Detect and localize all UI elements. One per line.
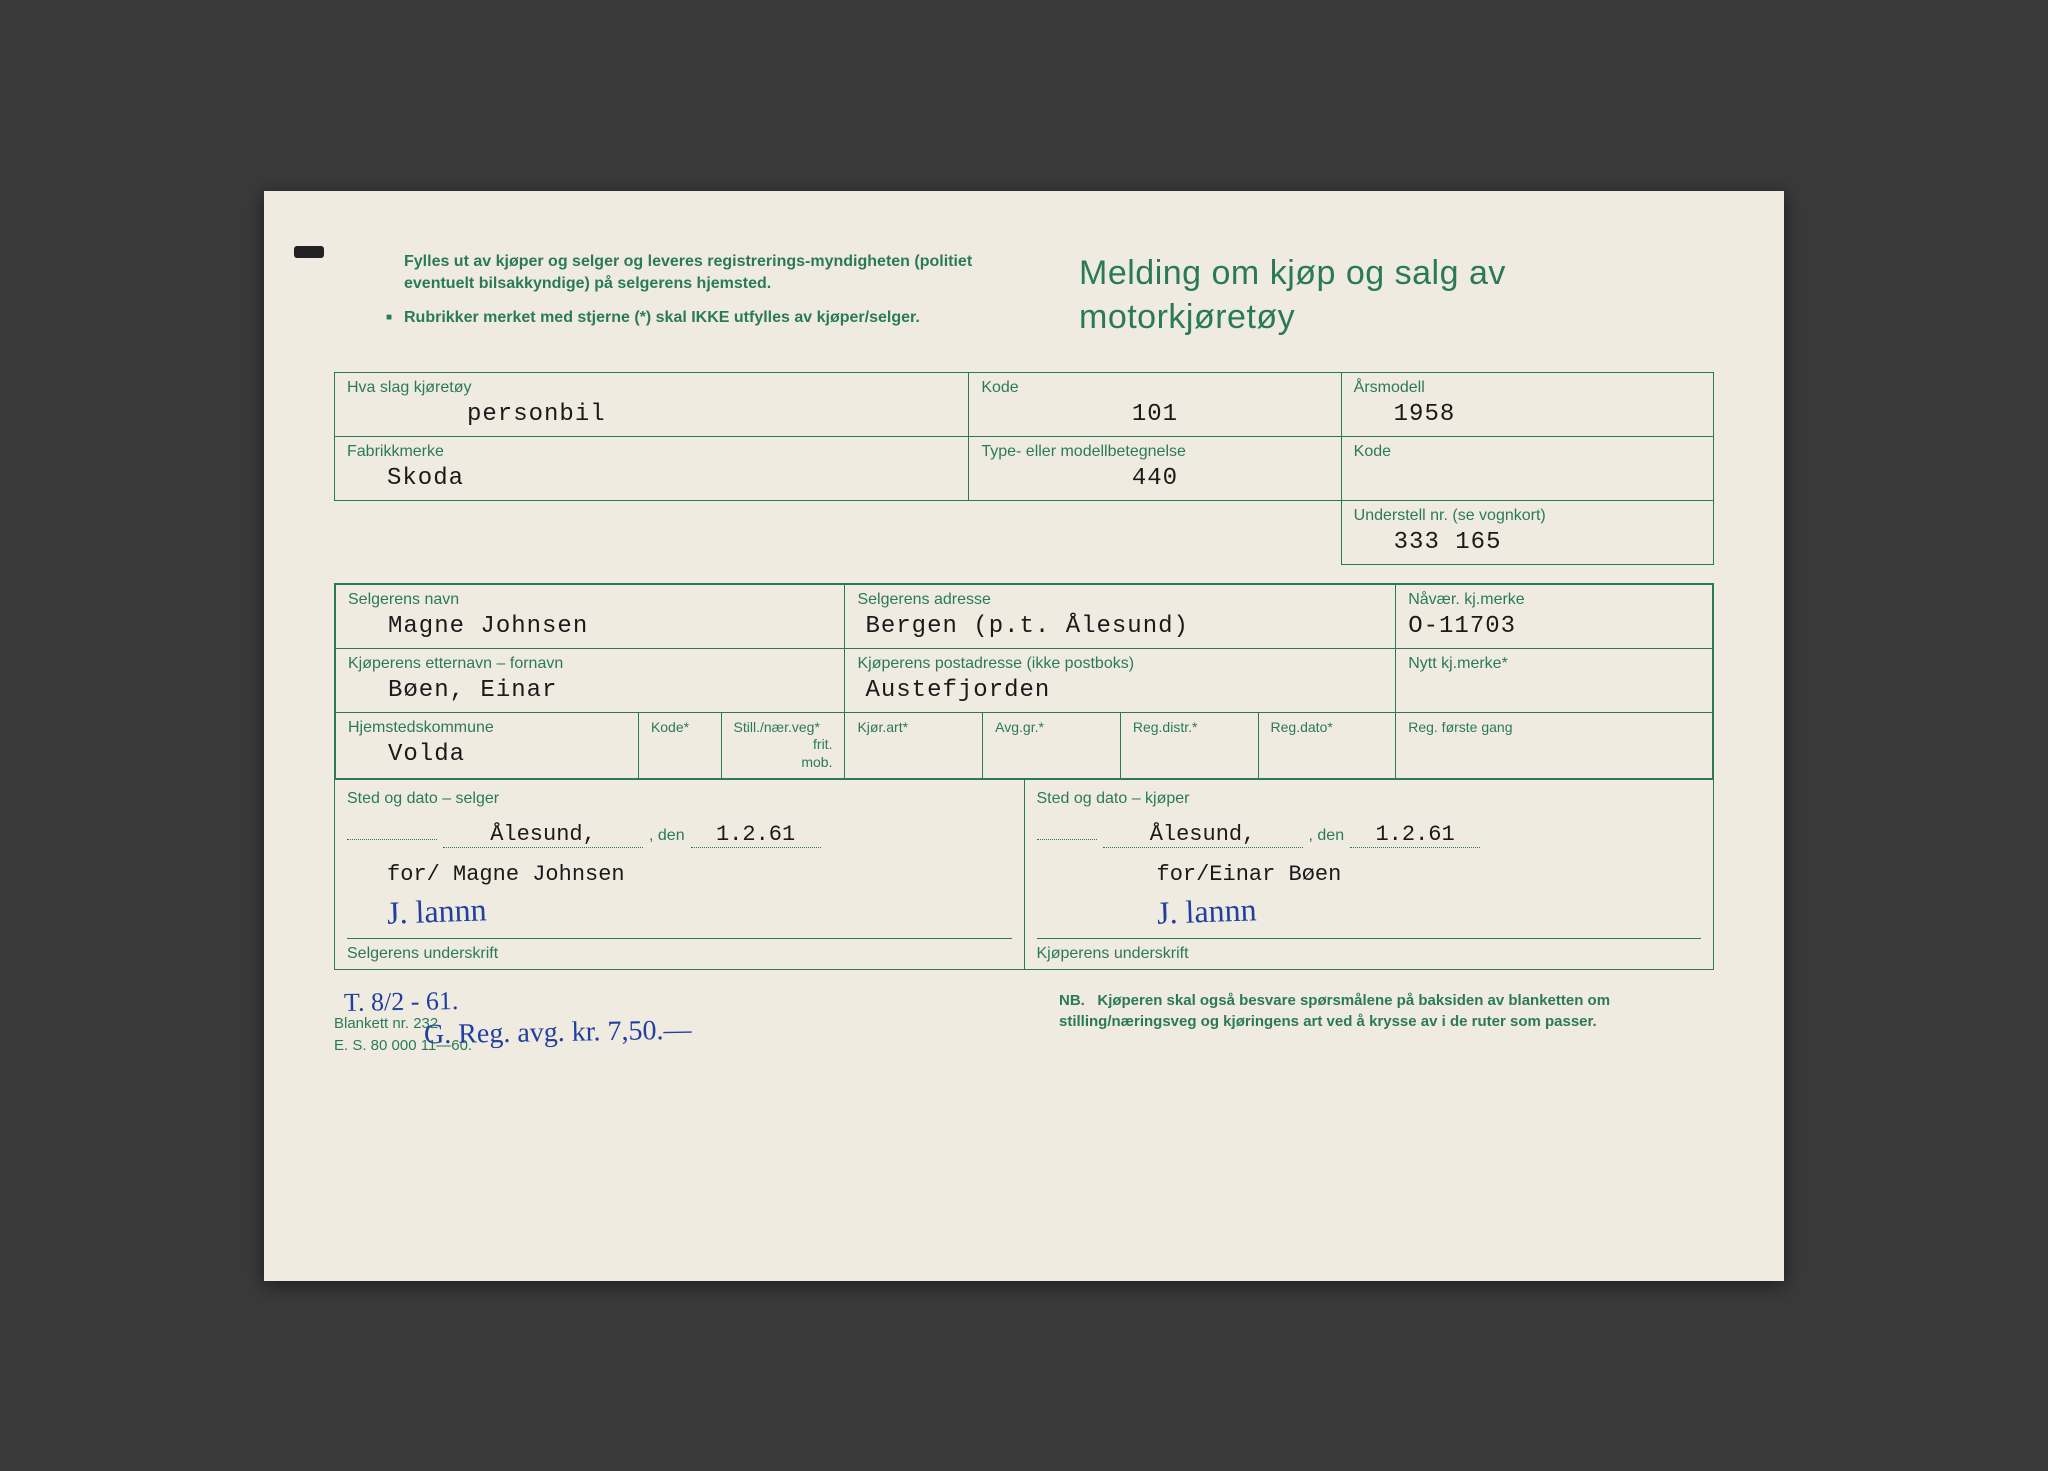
- cell-kode2: Kode: [1341, 436, 1713, 500]
- label-make: Fabrikkmerke: [347, 443, 956, 461]
- value-seller-plate: O-11703: [1408, 613, 1516, 640]
- signature-section: Sted og dato – selger Ålesund, , den 1.2…: [335, 779, 1713, 969]
- parties-block: Selgerens navn Magne Johnsen Selgerens a…: [334, 583, 1714, 970]
- label-still-frit: frit.: [813, 737, 832, 752]
- label-seller-plate: Nåvær. kj.merke: [1408, 591, 1700, 609]
- buyer-sig-underline-label: Kjøperens underskrift: [1037, 938, 1702, 963]
- cell-kjorart: Kjør.art*: [845, 712, 983, 778]
- cell-buyer-plate: Nytt kj.merke*: [1396, 648, 1713, 712]
- label-regdato: Reg.dato*: [1271, 719, 1333, 735]
- label-vehicle-type: Hva slag kjøretøy: [347, 379, 956, 397]
- label-year: Årsmodell: [1354, 379, 1701, 397]
- label-avggr: Avg.gr.*: [995, 719, 1044, 735]
- form-document: Fylles ut av kjøper og selger og leveres…: [264, 191, 1784, 1281]
- footer-section: T. 8/2 - 61. Blankett nr. 232 E. S. 80 0…: [334, 990, 1714, 1058]
- den-label-buyer: , den: [1309, 827, 1345, 845]
- cell-year: Årsmodell 1958: [1341, 372, 1713, 436]
- cell-kode: Kode 101: [969, 372, 1341, 436]
- paper-hole-mark: [294, 246, 324, 258]
- label-seller-address: Selgerens adresse: [857, 591, 1383, 609]
- buyer-for-line: for/Einar Bøen: [1157, 862, 1702, 887]
- cell-vehicle-type: Hva slag kjøretøy personbil: [335, 372, 969, 436]
- value-year: 1958: [1354, 401, 1456, 428]
- header-section: Fylles ut av kjøper og selger og leveres…: [334, 251, 1714, 342]
- value-make: Skoda: [347, 465, 464, 492]
- instructions-block: Fylles ut av kjøper og selger og leveres…: [404, 251, 1039, 342]
- label-buyer-sig-header: Sted og dato – kjøper: [1037, 790, 1702, 808]
- label-kode2: Kode: [1354, 443, 1701, 461]
- seller-sig-underline-label: Selgerens underskrift: [347, 938, 1012, 963]
- label-kode: Kode: [981, 379, 1328, 397]
- vehicle-info-table: Hva slag kjøretøy personbil Kode 101 Års…: [334, 372, 1714, 565]
- cell-chassis: Understell nr. (se vognkort) 333 165: [1341, 500, 1713, 564]
- label-buyer-plate: Nytt kj.merke*: [1408, 655, 1700, 673]
- value-model: 440: [981, 465, 1328, 492]
- seller-for-line: for/ Magne Johnsen: [387, 862, 1012, 887]
- value-seller-address: Bergen (p.t. Ålesund): [857, 613, 1188, 640]
- nb-text: Kjøperen skal også besvare spørsmålene p…: [1059, 992, 1610, 1030]
- cell-regdato: Reg.dato*: [1258, 712, 1396, 778]
- cell-regdistr: Reg.distr.*: [1120, 712, 1258, 778]
- value-chassis: 333 165: [1354, 529, 1502, 556]
- spacer-cell: [335, 500, 1342, 564]
- instruction-line-2: Rubrikker merket med stjerne (*) skal IK…: [404, 307, 1039, 329]
- value-buyer-name: Bøen, Einar: [348, 677, 557, 704]
- seller-signature-ink: J. lannn: [386, 891, 487, 931]
- den-label-seller: , den: [649, 827, 685, 845]
- footer-right: NB. Kjøperen skal også besvare spørsmåle…: [1029, 990, 1714, 1032]
- cell-avggr: Avg.gr.*: [983, 712, 1121, 778]
- value-buyer-address: Austefjorden: [857, 677, 1050, 704]
- value-vehicle-type: personbil: [347, 401, 606, 428]
- buyer-place: Ålesund,: [1103, 822, 1303, 848]
- label-kommune: Hjemstedskommune: [348, 719, 626, 737]
- buyer-place-date-line: Ålesund, , den 1.2.61: [1037, 822, 1702, 848]
- instruction-line-1: Fylles ut av kjøper og selger og leveres…: [404, 251, 1039, 296]
- cell-regforste: Reg. første gang: [1396, 712, 1713, 778]
- seller-for-text: for/ Magne Johnsen: [387, 862, 625, 887]
- seller-date: 1.2.61: [691, 822, 821, 848]
- cell-make: Fabrikkmerke Skoda: [335, 436, 969, 500]
- cell-kode3: Kode*: [638, 712, 721, 778]
- buyer-date: 1.2.61: [1350, 822, 1480, 848]
- label-chassis: Understell nr. (se vognkort): [1354, 507, 1701, 525]
- seller-place: Ålesund,: [443, 822, 643, 848]
- label-seller-name: Selgerens navn: [348, 591, 832, 609]
- label-still: Still./nær.veg*: [734, 719, 820, 735]
- value-seller-name: Magne Johnsen: [348, 613, 588, 640]
- value-kommune: Volda: [348, 741, 465, 768]
- label-still-mob: mob.: [801, 755, 832, 770]
- cell-seller-name: Selgerens navn Magne Johnsen: [336, 584, 845, 648]
- cell-model: Type- eller modellbetegnelse 440: [969, 436, 1341, 500]
- handwritten-fee: G. Reg. avg. kr. 7,50.—: [424, 1010, 692, 1057]
- cell-buyer-address: Kjøperens postadresse (ikke postboks) Au…: [845, 648, 1396, 712]
- label-kode3: Kode*: [651, 719, 689, 735]
- cell-still: Still./nær.veg* frit. mob.: [721, 712, 845, 778]
- label-seller-sig-header: Sted og dato – selger: [347, 790, 1012, 808]
- label-model: Type- eller modellbetegnelse: [981, 443, 1328, 461]
- value-kode: 101: [981, 401, 1328, 428]
- cell-seller-plate: Nåvær. kj.merke O-11703: [1396, 584, 1713, 648]
- nb-label: NB.: [1059, 992, 1085, 1009]
- buyer-signature-block: Sted og dato – kjøper Ålesund, , den 1.2…: [1025, 780, 1714, 969]
- label-buyer-address: Kjøperens postadresse (ikke postboks): [857, 655, 1383, 673]
- label-regdistr: Reg.distr.*: [1133, 719, 1198, 735]
- cell-buyer-name: Kjøperens etternavn – fornavn Bøen, Eina…: [336, 648, 845, 712]
- footer-left: T. 8/2 - 61. Blankett nr. 232 E. S. 80 0…: [334, 990, 989, 1058]
- parties-table: Selgerens navn Magne Johnsen Selgerens a…: [335, 584, 1713, 779]
- buyer-for-text: for/Einar Bøen: [1157, 862, 1342, 887]
- label-regforste: Reg. første gang: [1408, 719, 1512, 735]
- label-kjorart: Kjør.art*: [857, 719, 908, 735]
- seller-signature-block: Sted og dato – selger Ålesund, , den 1.2…: [335, 780, 1025, 969]
- buyer-signature-ink: J. lannn: [1156, 891, 1257, 931]
- seller-place-date-line: Ålesund, , den 1.2.61: [347, 822, 1012, 848]
- form-title: Melding om kjøp og salg av motorkjøretøy: [1079, 251, 1714, 339]
- cell-seller-address: Selgerens adresse Bergen (p.t. Ålesund): [845, 584, 1396, 648]
- cell-kommune: Hjemstedskommune Volda: [336, 712, 639, 778]
- label-buyer-name: Kjøperens etternavn – fornavn: [348, 655, 832, 673]
